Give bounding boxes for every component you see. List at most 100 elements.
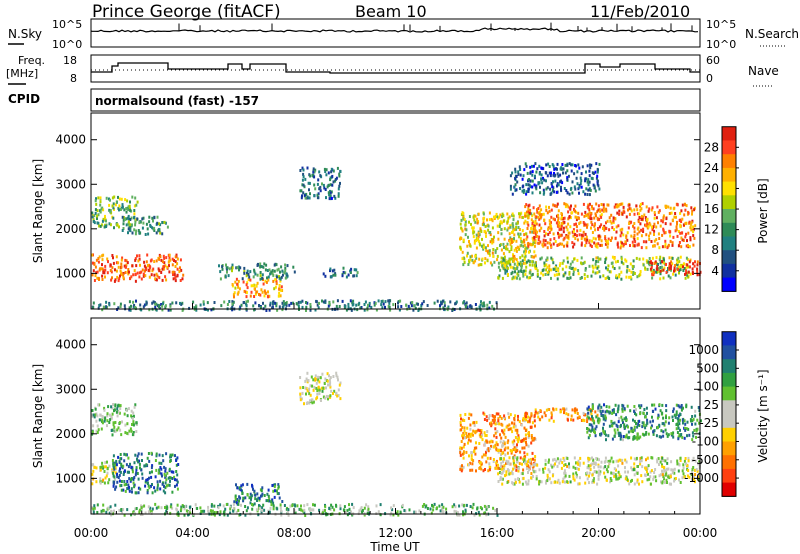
heat-cell — [615, 230, 618, 234]
heat-cell — [640, 207, 643, 211]
heat-cell — [138, 221, 141, 225]
heat-cell — [161, 482, 164, 486]
heat-cell — [232, 506, 235, 510]
heat-cell — [458, 513, 461, 517]
heat-cell — [275, 302, 278, 306]
heat-cell — [329, 394, 332, 398]
heat-cell — [500, 461, 503, 465]
heat-cell — [146, 264, 149, 267]
heat-cell — [566, 256, 569, 260]
heat-cell — [202, 300, 205, 304]
heat-cell — [640, 459, 643, 463]
heat-cell — [475, 256, 478, 260]
heat-cell — [666, 434, 669, 438]
noise-panel: N.Sky 10^5 10^0 10^5 10^0 N.Search — [8, 18, 799, 51]
heat-cell — [93, 279, 96, 282]
heat-cell — [112, 464, 115, 468]
heat-cell — [329, 395, 332, 399]
heat-cell — [175, 459, 178, 462]
heat-cell — [610, 261, 613, 265]
heat-cell — [504, 474, 506, 478]
heat-cell — [421, 302, 424, 306]
heat-cell — [176, 473, 179, 477]
heat-cell — [263, 262, 266, 266]
heat-cell — [577, 211, 580, 215]
heat-cell — [148, 486, 151, 490]
heat-cell — [529, 425, 532, 429]
heat-cell — [614, 217, 617, 221]
heat-cell — [479, 227, 482, 231]
heat-cell — [122, 273, 125, 277]
heat-cell — [560, 185, 562, 189]
heat-cell — [511, 270, 514, 274]
heat-cell — [479, 461, 482, 464]
heat-cell — [559, 242, 562, 246]
heat-cell — [620, 270, 623, 274]
heat-cell — [576, 182, 579, 186]
heat-cell — [135, 466, 138, 470]
heat-cell — [165, 452, 168, 456]
heat-cell — [630, 429, 633, 433]
heat-cell — [463, 426, 466, 430]
heat-cell — [485, 434, 488, 437]
heat-cell — [306, 371, 309, 375]
heat-cell — [116, 407, 119, 411]
heat-cell — [679, 231, 682, 235]
heat-cell — [148, 265, 151, 268]
heat-cell — [333, 194, 336, 198]
heat-cell — [619, 246, 622, 250]
heat-cell — [524, 429, 527, 432]
heat-cell — [664, 231, 667, 235]
heat-cell — [303, 504, 306, 508]
ytick-label: 1000 — [55, 471, 86, 485]
heat-cell — [330, 190, 333, 194]
heat-cell — [638, 212, 641, 216]
heat-cell — [673, 266, 676, 270]
heat-cell — [648, 257, 651, 260]
heat-cell — [547, 477, 550, 481]
heat-cell — [608, 411, 611, 415]
heat-cell — [632, 437, 635, 441]
heat-cell — [459, 451, 462, 455]
heat-cell — [622, 421, 624, 425]
heat-cell — [655, 434, 658, 438]
heat-cell — [181, 301, 184, 305]
heat-cell — [137, 452, 140, 456]
heat-cell — [164, 474, 167, 478]
heat-cell — [625, 433, 628, 437]
heat-cell — [584, 210, 587, 214]
heat-cell — [133, 269, 136, 273]
heat-cell — [367, 505, 370, 509]
heat-cell — [592, 183, 595, 187]
heat-cell — [548, 222, 551, 226]
heat-cell — [345, 511, 348, 515]
heat-cell — [525, 203, 528, 207]
heat-cell — [596, 179, 599, 183]
heat-cell — [149, 506, 152, 510]
heat-cell — [524, 480, 527, 484]
heat-cell — [418, 509, 421, 513]
heat-cell — [496, 247, 499, 251]
heat-cell — [659, 473, 662, 477]
heat-cell — [685, 462, 688, 466]
heat-cell — [464, 302, 467, 306]
heat-cell — [544, 466, 547, 470]
heat-cell — [253, 287, 256, 291]
heat-cell — [166, 225, 169, 229]
heat-cell — [477, 239, 480, 243]
heat-cell — [96, 511, 99, 514]
heat-cell — [661, 411, 664, 415]
heat-cell — [568, 277, 570, 280]
heat-cell — [231, 305, 234, 309]
heat-cell — [124, 423, 127, 427]
heat-cell — [572, 477, 575, 480]
heat-cell — [111, 266, 114, 270]
heat-cell — [651, 409, 654, 413]
heat-cell — [602, 422, 605, 426]
heat-cell — [472, 459, 475, 463]
heat-cell — [102, 503, 105, 507]
heat-cell — [562, 167, 565, 171]
heat-cell — [623, 407, 626, 411]
heat-cell — [486, 250, 489, 254]
heat-cell — [597, 477, 600, 481]
